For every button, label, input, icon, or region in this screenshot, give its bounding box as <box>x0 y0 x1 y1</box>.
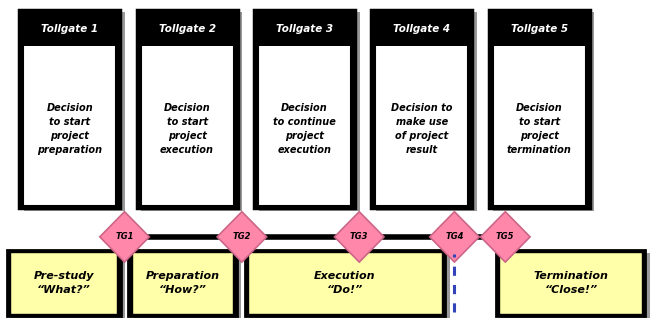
Text: Preparation
“How?”: Preparation “How?” <box>145 271 220 295</box>
FancyBboxPatch shape <box>248 252 442 314</box>
FancyBboxPatch shape <box>254 10 355 208</box>
FancyBboxPatch shape <box>376 12 469 206</box>
FancyBboxPatch shape <box>132 252 233 314</box>
FancyBboxPatch shape <box>133 253 241 318</box>
FancyBboxPatch shape <box>496 250 645 316</box>
FancyBboxPatch shape <box>493 12 595 211</box>
FancyBboxPatch shape <box>499 252 642 314</box>
Polygon shape <box>100 212 149 262</box>
Text: Execution
“Do!”: Execution “Do!” <box>314 271 376 295</box>
FancyBboxPatch shape <box>493 12 586 46</box>
Text: Termination
“Close!”: Termination “Close!” <box>533 271 608 295</box>
Text: Decision
to start
project
preparation: Decision to start project preparation <box>37 103 102 155</box>
FancyBboxPatch shape <box>501 253 650 318</box>
FancyBboxPatch shape <box>249 253 450 318</box>
FancyBboxPatch shape <box>258 12 351 46</box>
FancyBboxPatch shape <box>128 250 237 316</box>
FancyBboxPatch shape <box>140 12 233 206</box>
FancyBboxPatch shape <box>372 10 472 208</box>
Text: TG3: TG3 <box>350 233 368 241</box>
Text: Tollgate 2: Tollgate 2 <box>158 24 216 34</box>
FancyBboxPatch shape <box>11 253 125 318</box>
FancyBboxPatch shape <box>23 12 116 206</box>
Polygon shape <box>334 212 384 262</box>
FancyBboxPatch shape <box>140 12 233 46</box>
FancyBboxPatch shape <box>23 12 116 46</box>
FancyBboxPatch shape <box>259 12 360 211</box>
Text: Decision to
make use
of project
result: Decision to make use of project result <box>391 103 452 155</box>
FancyBboxPatch shape <box>23 12 125 211</box>
FancyBboxPatch shape <box>258 12 351 206</box>
Text: Tollgate 5: Tollgate 5 <box>511 24 568 34</box>
Text: TG1: TG1 <box>115 233 134 241</box>
FancyBboxPatch shape <box>493 12 586 206</box>
Polygon shape <box>430 212 479 262</box>
Text: TG4: TG4 <box>445 233 464 241</box>
Text: TG5: TG5 <box>496 233 514 241</box>
FancyBboxPatch shape <box>376 12 477 211</box>
FancyBboxPatch shape <box>136 10 237 208</box>
Text: Decision
to start
project
termination: Decision to start project termination <box>507 103 572 155</box>
Text: Tollgate 1: Tollgate 1 <box>41 24 98 34</box>
FancyBboxPatch shape <box>141 12 242 211</box>
Text: Pre-study
“What?”: Pre-study “What?” <box>33 271 94 295</box>
Text: TG2: TG2 <box>233 233 251 241</box>
Polygon shape <box>217 212 267 262</box>
Text: Tollgate 3: Tollgate 3 <box>276 24 333 34</box>
FancyBboxPatch shape <box>7 250 121 316</box>
Polygon shape <box>481 212 530 262</box>
Text: Tollgate 4: Tollgate 4 <box>393 24 451 34</box>
FancyBboxPatch shape <box>244 250 445 316</box>
FancyBboxPatch shape <box>489 10 590 208</box>
FancyBboxPatch shape <box>376 12 469 46</box>
FancyBboxPatch shape <box>20 10 120 208</box>
Text: Decision
to start
project
execution: Decision to start project execution <box>160 103 214 155</box>
FancyBboxPatch shape <box>10 252 117 314</box>
Text: Decision
to continue
project
execution: Decision to continue project execution <box>273 103 336 155</box>
